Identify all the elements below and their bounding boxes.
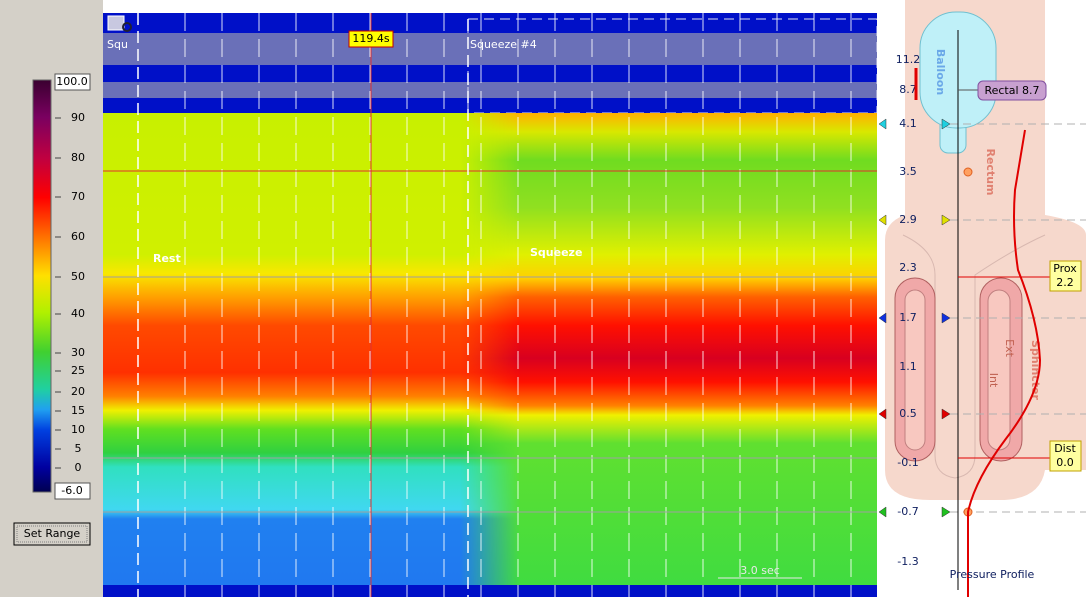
- top-margin: [103, 0, 877, 13]
- profile-title: Pressure Profile: [950, 568, 1035, 581]
- position-label: -0.7: [897, 505, 918, 518]
- position-label: -1.3: [897, 555, 918, 568]
- position-label: 4.1: [899, 117, 917, 130]
- rectum-label: Rectum: [984, 148, 997, 195]
- position-label: 8.7: [899, 83, 917, 96]
- scale-tick-label: 20: [71, 385, 85, 398]
- position-label: 2.3: [899, 261, 917, 274]
- manometry-screen: 100.0 -6.0 Set Range Squ Squeeze #4 119.…: [0, 0, 1086, 597]
- prox-value: 2.2: [1056, 276, 1074, 289]
- position-label: 1.1: [899, 360, 917, 373]
- scale-max: 100.0: [56, 75, 88, 88]
- event-track: [103, 82, 877, 98]
- scale-tick-label: 15: [71, 404, 85, 417]
- rectal-label: Rectal 8.7: [984, 84, 1039, 97]
- int-label: Int: [987, 373, 1000, 388]
- prox-label: Prox: [1053, 262, 1077, 275]
- sensor-dot: [964, 168, 972, 176]
- scale-tick-label: 40: [71, 307, 85, 320]
- scale-tick-label: 30: [71, 346, 85, 359]
- scale-min: -6.0: [61, 484, 82, 497]
- scale-tick-label: 5: [75, 442, 82, 455]
- phase-label: Squeeze: [530, 246, 582, 259]
- position-label: 1.7: [899, 311, 917, 324]
- ext-label: Ext: [1003, 339, 1016, 357]
- scale-tick-label: 0: [75, 461, 82, 474]
- bottom-band: [103, 585, 877, 597]
- position-label: -0.1: [897, 456, 918, 469]
- button-label[interactable]: Set Range: [24, 527, 81, 540]
- phase-label: Rest: [153, 252, 181, 265]
- scale-tick-label: 90: [71, 111, 85, 124]
- position-label: 2.9: [899, 213, 917, 226]
- event-icon[interactable]: [108, 16, 124, 30]
- scale-tick-label: 80: [71, 151, 85, 164]
- page: 100.0 -6.0 Set Range Squ Squeeze #4 119.…: [0, 0, 1086, 597]
- scale-tick-label: 60: [71, 230, 85, 243]
- balloon-label: Balloon: [934, 49, 947, 95]
- scale-tick-label: 10: [71, 423, 85, 436]
- position-label: 11.2: [896, 53, 921, 66]
- scale-tick-label: 50: [71, 270, 85, 283]
- cursor-time: 119.4s: [352, 32, 389, 45]
- event-short: Squ: [107, 38, 128, 51]
- scale-tick-label: 70: [71, 190, 85, 203]
- set-range-button[interactable]: Set Range: [14, 523, 90, 545]
- scale-bar-label: 3.0 sec: [740, 564, 780, 577]
- color-bar: [33, 80, 51, 492]
- sphincter-inner: [988, 290, 1010, 450]
- event-name: Squeeze #4: [470, 38, 537, 51]
- dist-label: Dist: [1054, 442, 1076, 455]
- position-label: 0.5: [899, 407, 917, 420]
- scale-tick-label: 25: [71, 364, 85, 377]
- position-label: 3.5: [899, 165, 917, 178]
- dist-value: 0.0: [1056, 456, 1074, 469]
